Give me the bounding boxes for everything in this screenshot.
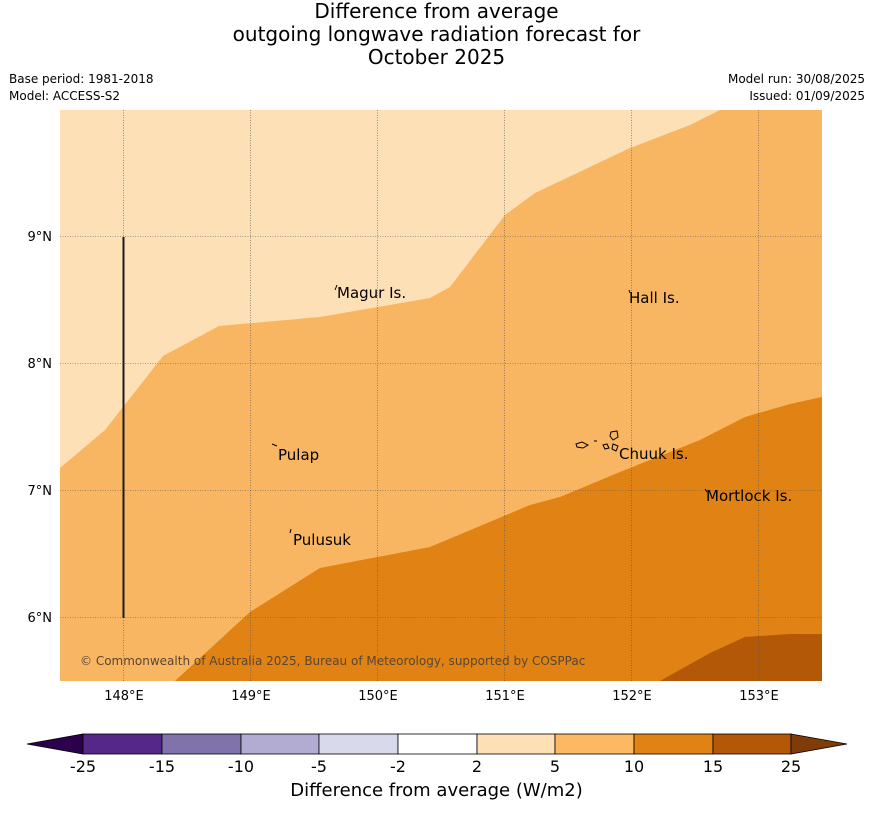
lon-tick-153e: 153°E xyxy=(739,689,779,704)
lat-tick-6n: 6°N xyxy=(28,611,53,626)
colorbar-title: Difference from average (W/m2) xyxy=(290,780,583,801)
colorbar-swatch xyxy=(554,733,635,755)
colorbar-swatch xyxy=(240,733,320,755)
colorbar-swatch xyxy=(397,733,478,755)
colorbar-tick: 15 xyxy=(703,757,723,776)
lon-tick-148e: 148°E xyxy=(104,689,144,704)
island-magur xyxy=(334,284,338,291)
colorbar-swatch xyxy=(633,733,714,755)
lat-tick-8n: 8°N xyxy=(28,357,53,372)
gridlines xyxy=(60,110,822,681)
title-line-1: Difference from average xyxy=(314,0,559,23)
place-label-hall: Hall Is. xyxy=(629,289,680,307)
lon-tick-150e: 150°E xyxy=(358,689,398,704)
title-line-3: October 2025 xyxy=(367,45,506,69)
island-pulusuk xyxy=(289,528,292,534)
island-pulap xyxy=(271,443,278,447)
place-label-pulusuk: Pulusuk xyxy=(293,531,351,549)
base-period: Base period: 1981-2018 xyxy=(9,72,154,86)
model-name: Model: ACCESS-S2 xyxy=(9,89,121,103)
island-chuuk-2 xyxy=(609,430,619,441)
colorbar-extend-min xyxy=(26,733,84,755)
colorbar-tick: -2 xyxy=(390,757,406,776)
map-figure: Magur Is. Hall Is. Pulap Chuuk Is. Mortl… xyxy=(26,110,848,776)
lon-tick-151e: 151°E xyxy=(485,689,525,704)
island-hall xyxy=(628,289,631,294)
anomaly-band-2-5 xyxy=(60,110,720,468)
colorbar-tick: -5 xyxy=(311,757,327,776)
lat-tick-7n: 7°N xyxy=(28,484,53,499)
place-label-pulap: Pulap xyxy=(278,446,319,464)
island-mortlock xyxy=(704,488,708,493)
colorbar-swatch xyxy=(476,733,556,755)
colorbar-tick: -15 xyxy=(149,757,175,776)
copyright-credit: © Commonwealth of Australia 2025, Bureau… xyxy=(80,654,585,668)
colorbar-swatch xyxy=(318,733,399,755)
issued-date: Issued: 01/09/2025 xyxy=(749,89,865,103)
colorbar-tick: 5 xyxy=(550,757,560,776)
colorbar-tick: 10 xyxy=(624,757,644,776)
chart-title: Difference from average outgoing longwav… xyxy=(0,0,873,69)
anomaly-band-10-15 xyxy=(175,397,822,681)
island-chuuk-3 xyxy=(602,443,610,450)
island-chuuk-4 xyxy=(611,443,619,452)
meta-left: Base period: 1981-2018 Model: ACCESS-S2 xyxy=(9,71,154,105)
map-panel: Magur Is. Hall Is. Pulap Chuuk Is. Mortl… xyxy=(60,110,822,681)
colorbar-tick: -25 xyxy=(70,757,96,776)
colorbar-swatch xyxy=(161,733,242,755)
anomaly-band-15-25 xyxy=(660,634,822,681)
lat-axis: 9°N 8°N 7°N 6°N xyxy=(28,230,53,626)
colorbar-swatch xyxy=(82,733,163,755)
lon-tick-152e: 152°E xyxy=(612,689,652,704)
lat-tick-9n: 9°N xyxy=(28,230,53,245)
colorbar-tick: 25 xyxy=(781,757,801,776)
place-label-magur: Magur Is. xyxy=(337,284,406,302)
title-line-2: outgoing longwave radiation forecast for xyxy=(232,22,641,46)
lon-tick-149e: 149°E xyxy=(231,689,271,704)
lon-axis: 148°E 149°E 150°E 151°E 152°E 153°E xyxy=(104,689,779,704)
colorbar-tick: 2 xyxy=(472,757,482,776)
colorbar: -25 -15 -10 -5 -2 2 5 10 15 25 xyxy=(26,733,848,776)
island-chuuk-1 xyxy=(575,441,590,449)
colorbar-swatch xyxy=(712,733,792,755)
colorbar-tick: -10 xyxy=(228,757,254,776)
meta-right: Model run: 30/08/2025 Issued: 01/09/2025 xyxy=(728,71,865,105)
model-run: Model run: 30/08/2025 xyxy=(727,72,865,86)
place-label-chuuk: Chuuk Is. xyxy=(619,445,688,463)
colorbar-extend-max xyxy=(790,733,848,755)
island-shapes xyxy=(271,284,708,534)
place-label-mortlock: Mortlock Is. xyxy=(706,487,792,505)
